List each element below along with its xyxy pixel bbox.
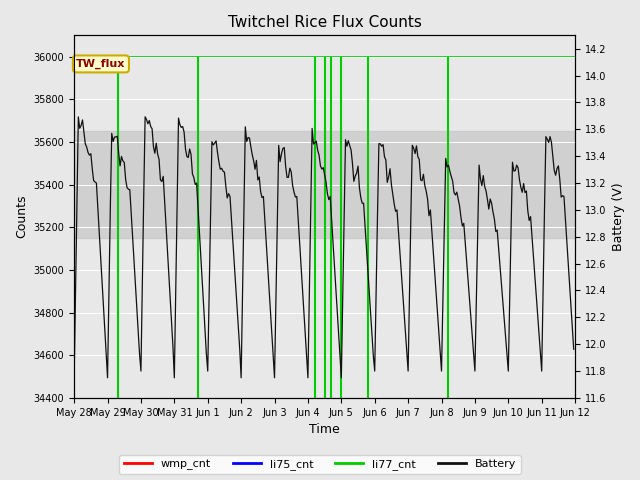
Y-axis label: Battery (V): Battery (V) bbox=[612, 182, 625, 251]
Bar bbox=[74, 132, 575, 238]
Title: Twitchel Rice Flux Counts: Twitchel Rice Flux Counts bbox=[228, 15, 422, 30]
Text: TW_flux: TW_flux bbox=[76, 59, 125, 69]
X-axis label: Time: Time bbox=[309, 423, 340, 436]
Legend: wmp_cnt, li75_cnt, li77_cnt, Battery: wmp_cnt, li75_cnt, li77_cnt, Battery bbox=[120, 455, 520, 474]
Y-axis label: Counts: Counts bbox=[15, 195, 28, 239]
